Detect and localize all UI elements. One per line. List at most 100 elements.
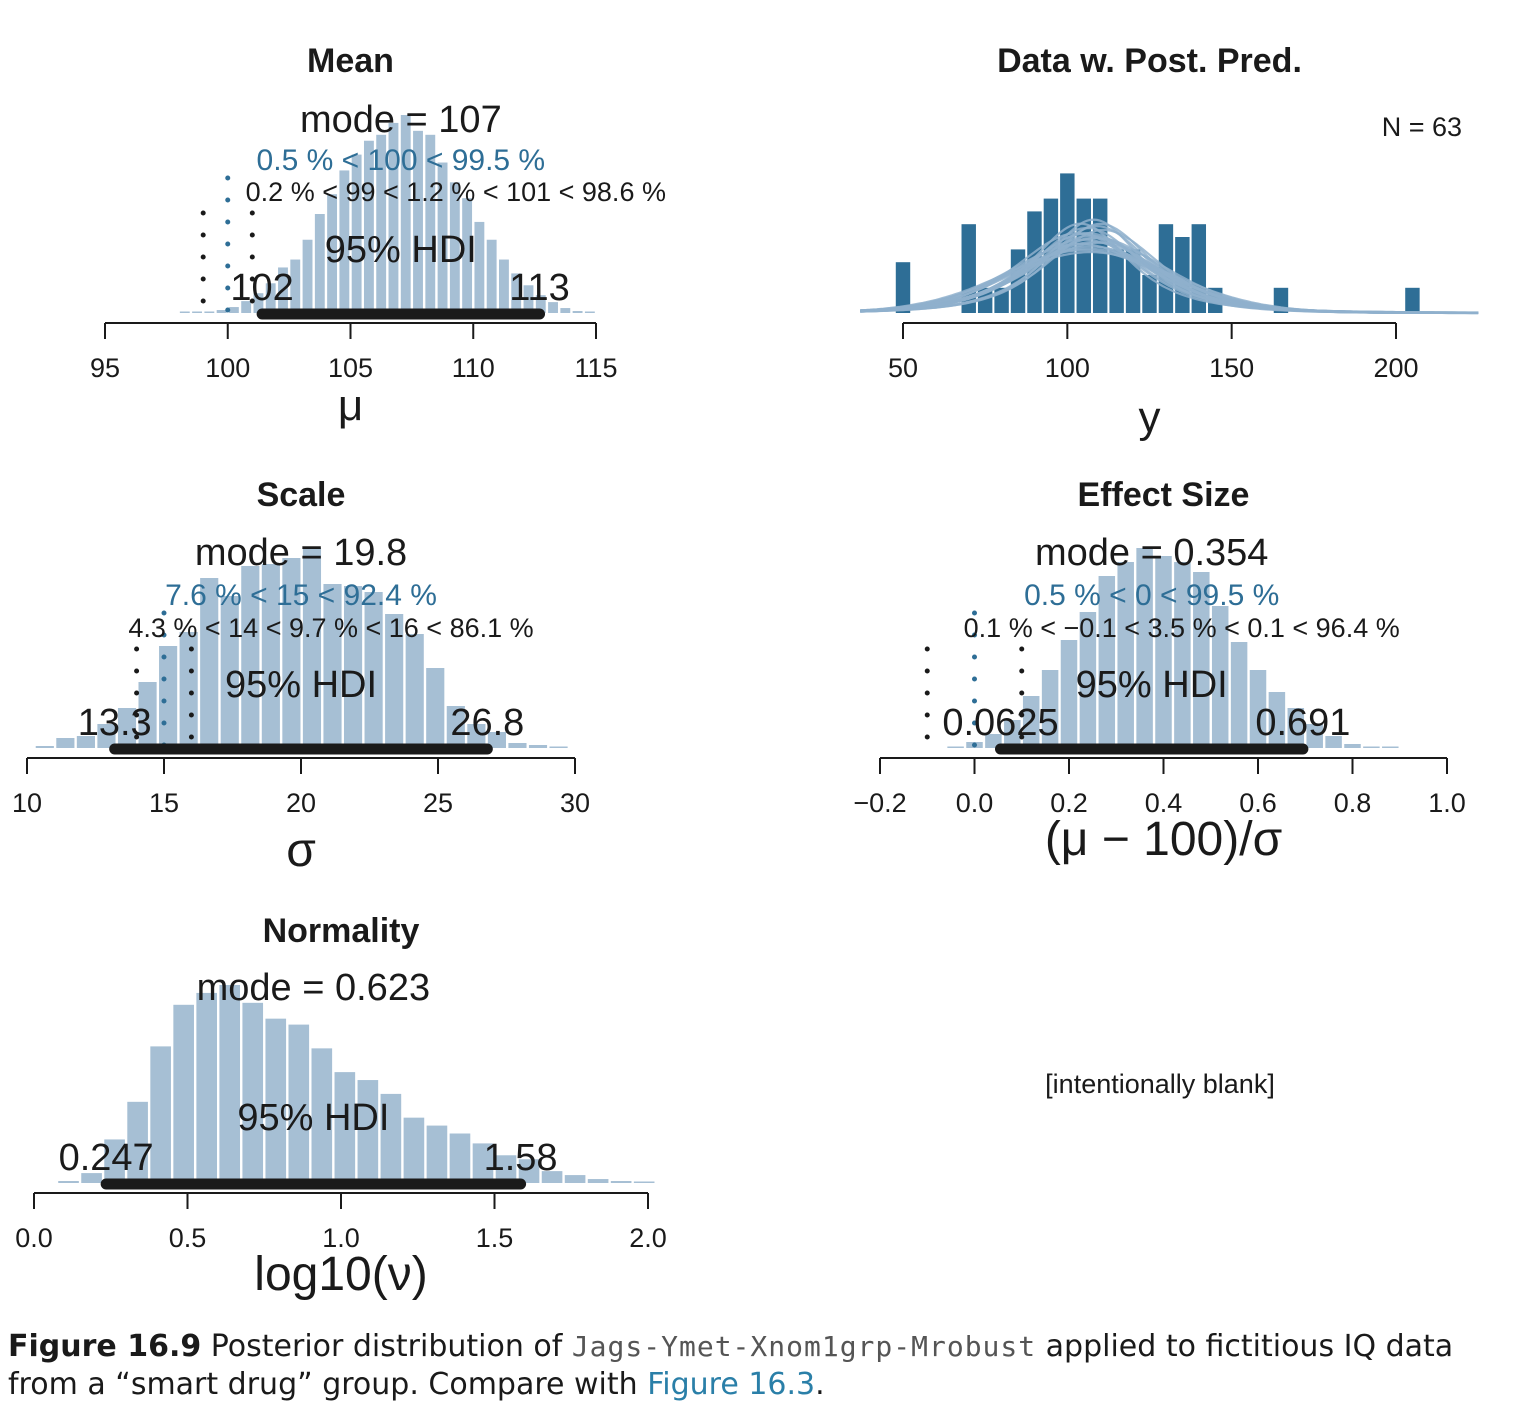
scale-x-tick-label: 10	[12, 788, 42, 818]
mean-x-tick-label: 110	[452, 353, 495, 383]
data-x-tick-label: 200	[1373, 353, 1418, 383]
data-x-tick-label: 100	[1045, 353, 1090, 383]
normality-x-tick-label: 2.0	[629, 1223, 667, 1253]
scale-histogram-bar	[179, 632, 198, 748]
mean-histogram-bar	[548, 302, 558, 313]
mean-histogram-bar	[253, 293, 264, 313]
effect-mode-label: mode = 0.354	[1035, 532, 1268, 574]
normality-x-label: log10(ν)	[254, 1248, 427, 1301]
caption-figure-link[interactable]: Figure 16.3	[647, 1367, 816, 1402]
posterior-predictive-curve	[860, 249, 1479, 315]
scale-x-tick-label: 20	[286, 788, 316, 818]
normality-histogram-bar	[610, 1181, 632, 1183]
normality-hdi-high-label: 1.58	[484, 1137, 558, 1179]
scale-histogram-bar	[508, 743, 527, 748]
mean-x-tick-label: 105	[328, 353, 373, 383]
normality-histogram-bar	[587, 1179, 609, 1183]
effect-histogram-bar	[1060, 640, 1078, 748]
mean-histogram-bar	[560, 308, 571, 313]
effect-histogram-bar	[1098, 576, 1116, 748]
scale-x-label: σ	[286, 824, 316, 877]
mean-histogram-bar	[584, 311, 595, 313]
effect-histogram-bar	[1382, 746, 1399, 748]
scale-histogram-bar	[549, 746, 568, 748]
effect-x-tick-label: 0.2	[1050, 788, 1088, 818]
effect-title: Effect Size	[1078, 476, 1250, 514]
scale-histogram-bar	[138, 682, 157, 748]
normality-histogram-bar	[380, 1093, 402, 1183]
scale-histogram-bar	[364, 592, 383, 748]
effect-histogram-bar	[1363, 746, 1380, 748]
effect-histogram-bar	[1117, 562, 1134, 748]
normality-histogram-bar	[518, 1159, 540, 1183]
normality-histogram-bar	[564, 1175, 586, 1183]
scale-title: Scale	[257, 476, 346, 514]
effect-x-tick-label: −0.2	[853, 788, 906, 818]
normality-histogram-bar	[633, 1181, 655, 1183]
scale-histogram-bar	[426, 668, 445, 748]
caption-end: .	[815, 1367, 825, 1402]
scale-histogram-bar	[220, 596, 239, 748]
data-histogram-bar	[1109, 249, 1124, 313]
normality-histogram-bar	[81, 1173, 102, 1183]
normality-histogram-bar	[242, 1002, 264, 1183]
mean-histogram-bar	[425, 134, 436, 313]
normality-histogram-bar	[58, 1181, 79, 1183]
data-n-label: N = 63	[1382, 112, 1462, 142]
mean-histogram-bar	[327, 194, 338, 313]
mean-mode-label: mode = 107	[300, 99, 502, 141]
effect-histogram-bar	[1193, 572, 1210, 748]
effect-histogram-bar	[1022, 696, 1040, 748]
effect-hdi-label: 95% HDI	[1076, 664, 1228, 706]
scale-comparison-label: 7.6 % < 15 < 92.4 %	[165, 579, 437, 612]
data-x-tick-label: 50	[888, 353, 918, 383]
mean-title: Mean	[307, 42, 394, 80]
mean-histogram-bar	[314, 214, 325, 313]
normality-hdi-low-label: 0.247	[59, 1137, 154, 1179]
scale-x-tick-label: 15	[149, 788, 179, 818]
effect-histogram-bar	[1306, 724, 1323, 748]
mean-histogram-bar	[192, 311, 202, 313]
effect-histogram-bar	[1041, 670, 1059, 748]
scale-histogram-bar	[323, 584, 342, 748]
effect-histogram-bar	[1344, 744, 1361, 748]
scale-hdi-label: 95% HDI	[225, 664, 377, 706]
normality-x-tick-label: 1.0	[322, 1223, 360, 1253]
mean-histogram-bar	[228, 307, 239, 313]
normality-histogram-bar	[472, 1143, 494, 1183]
scale-histogram-bar	[446, 706, 465, 748]
caption-code: Jags-Ymet-Xnom1grp-Mrobust	[571, 1330, 1037, 1363]
mean-x-tick-label: 100	[205, 353, 250, 383]
normality-histogram-bar	[173, 1004, 194, 1183]
mean-x-tick-label: 95	[90, 353, 120, 383]
scale-hdi-low-label: 13.3	[78, 702, 152, 744]
normality-histogram-bar	[334, 1072, 356, 1183]
effect-histogram-bar	[1287, 708, 1305, 748]
mean-histogram-bar	[486, 239, 497, 313]
scale-x-tick-label: 25	[423, 788, 453, 818]
mean-histogram-bar	[413, 130, 423, 313]
mean-histogram-bar	[511, 273, 522, 313]
data-x-tick-label: 150	[1209, 353, 1254, 383]
normality-histogram-bar	[357, 1080, 379, 1183]
data-histogram-bar	[1405, 287, 1420, 313]
effect-histogram-bar	[947, 746, 964, 748]
scale-histogram-bar	[385, 614, 404, 748]
mean-hdi-high-label: 113	[509, 267, 570, 309]
normality-x-tick-label: 0.0	[15, 1223, 53, 1253]
mean-histogram-bar	[449, 182, 460, 313]
mean-histogram-bar	[400, 115, 411, 313]
scale-histogram-bar	[35, 746, 54, 748]
scale-histogram-bar	[159, 646, 178, 748]
effect-histogram-bar	[1325, 736, 1342, 748]
scale-hdi-high-label: 26.8	[450, 702, 524, 744]
normality-histogram-bar	[311, 1048, 333, 1183]
mean-histogram-bar	[474, 221, 485, 313]
blank-panel-note: [intentionally blank]	[1045, 1069, 1275, 1099]
mean-histogram-bar	[388, 122, 399, 313]
effect-histogram-bar	[1155, 556, 1172, 748]
mean-comparison-label: 0.5 % < 100 < 99.5 %	[257, 144, 546, 177]
normality-histogram-bar	[495, 1155, 517, 1183]
mean-histogram-bar	[241, 301, 252, 313]
mean-rope-label: 0.2 % < 99 < 1.2 % < 101 < 98.6 %	[246, 177, 666, 207]
